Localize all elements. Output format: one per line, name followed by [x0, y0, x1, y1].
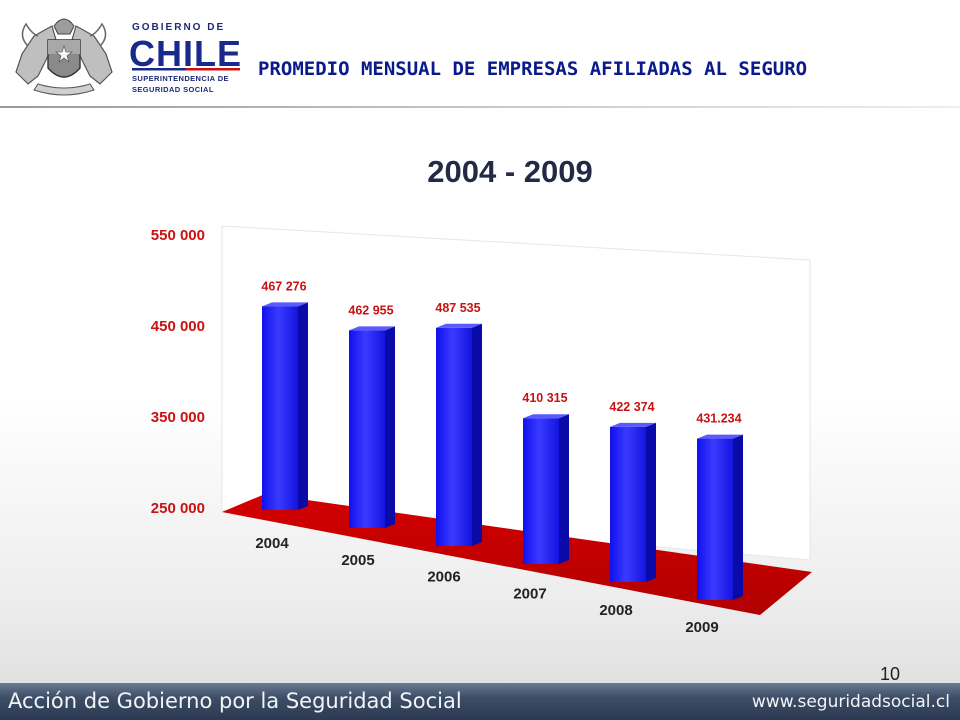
- bar-side: [733, 434, 743, 600]
- data-label: 467 276: [261, 279, 306, 293]
- logo-flag-stripe: [132, 68, 186, 71]
- data-label: 487 535: [435, 301, 480, 315]
- bar: [349, 330, 385, 528]
- y-tick-label: 250 000: [151, 500, 205, 517]
- bar-top: [697, 434, 743, 439]
- footer-bar: Acción de Gobierno por la Seguridad Soci…: [0, 683, 960, 720]
- gobierno-de-chile-logo: GOBIERNO DE CHILE SUPERINTENDENCIA DE SE…: [15, 18, 242, 96]
- bar: [262, 306, 298, 510]
- bar-top: [610, 422, 656, 427]
- bar-chart: 2004 - 2009 550 000 450 000 350 000 250 000…: [151, 154, 812, 636]
- x-tick-label: 2004: [255, 535, 289, 552]
- footer-website-link[interactable]: www.seguridadsocial.cl: [751, 692, 950, 712]
- bar: [436, 327, 472, 546]
- data-label: 410 315: [522, 391, 567, 405]
- bar-side: [472, 323, 482, 546]
- bar-top: [523, 414, 569, 419]
- y-tick-label: 550 000: [151, 227, 205, 244]
- slide-title: PROMEDIO MENSUAL DE EMPRESAS AFILIADAS A…: [258, 58, 808, 80]
- header-divider: [0, 106, 960, 108]
- x-tick-label: 2007: [513, 585, 546, 602]
- data-label: 462 955: [348, 303, 393, 317]
- bar: [523, 418, 559, 564]
- page-number: 10: [880, 664, 901, 684]
- bar-side: [385, 326, 395, 528]
- bar-top: [436, 323, 482, 328]
- coat-of-arms-emblem: [15, 18, 113, 96]
- x-tick-label: 2008: [599, 602, 632, 619]
- bar: [610, 426, 646, 582]
- y-tick-label: 350 000: [151, 409, 205, 426]
- bar-side: [298, 302, 308, 510]
- x-tick-label: 2009: [685, 619, 718, 636]
- logo-line-1: GOBIERNO DE: [132, 22, 225, 33]
- y-tick-label: 450 000: [151, 318, 205, 335]
- logo-flag-stripe-red: [186, 68, 240, 71]
- logo-line-4: SEGURIDAD SOCIAL: [132, 85, 214, 94]
- footer-slogan: Acción de Gobierno por la Seguridad Soci…: [8, 689, 462, 713]
- bar: [697, 438, 733, 600]
- bar-top: [349, 326, 395, 331]
- bar-side: [646, 422, 656, 582]
- data-label: 431.234: [696, 412, 741, 426]
- plot-area: 550 000 450 000 350 000 250 000 467 276 2004 4…: [151, 225, 812, 636]
- data-label: 422 374: [609, 400, 654, 414]
- bar-side: [559, 414, 569, 564]
- logo-line-2: CHILE: [129, 33, 242, 74]
- logo-line-3: SUPERINTENDENCIA DE: [132, 74, 229, 83]
- x-tick-label: 2006: [427, 569, 460, 586]
- bar-top: [262, 302, 308, 307]
- chart-title: 2004 - 2009: [427, 154, 592, 189]
- x-tick-label: 2005: [341, 552, 374, 569]
